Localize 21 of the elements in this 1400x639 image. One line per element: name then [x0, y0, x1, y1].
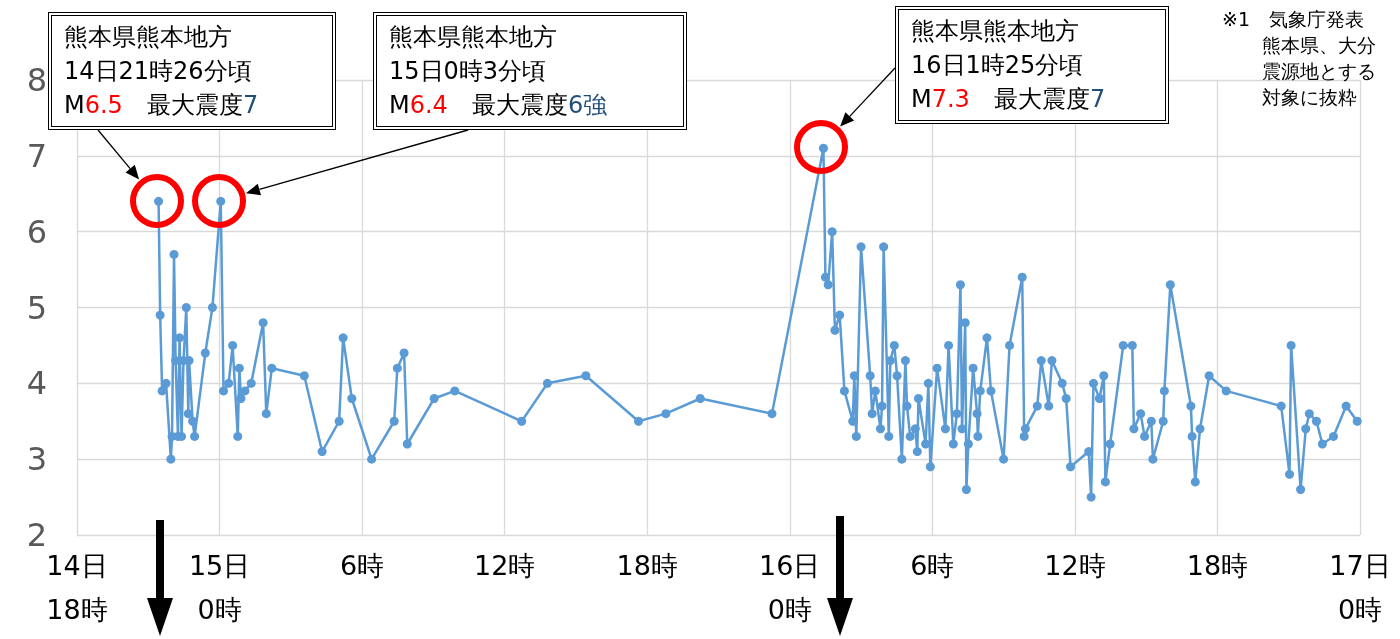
x-tick-label: 17日 0時: [1329, 549, 1391, 625]
y-tick-label: 6: [26, 212, 47, 251]
y-tick-label: 2: [26, 516, 47, 554]
annotation: ※1 気象庁発表熊本県、大分震源地とする対象に抜粋: [1222, 7, 1377, 110]
annotation: 熊本県熊本地方 16日1時25分頃 M7.3 最大震度7: [911, 16, 1107, 115]
x-tick-label: 12時: [1044, 549, 1106, 581]
annotation: 熊本県熊本地方 14日21時26分頃 M6.5 最大震度7: [64, 22, 260, 121]
x-tick-label: 18時: [1186, 549, 1249, 581]
x-tick-label: 6時: [340, 549, 385, 581]
y-tick-label: 7: [26, 136, 47, 175]
x-tick-label: 18時: [616, 549, 678, 581]
y-tick-label: 4: [26, 364, 47, 403]
y-tick-label: 3: [26, 440, 47, 479]
x-tick-label: 15日 0時: [188, 549, 251, 625]
y-tick-label: 5: [26, 288, 47, 327]
y-tick-label: 8: [26, 61, 47, 99]
x-tick-label: 16日 0時: [759, 549, 821, 625]
x-tick-label: 6時: [910, 549, 955, 581]
x-tick-label: 14日 18時: [46, 549, 108, 625]
x-tick-label: 12時: [473, 549, 536, 581]
annotation: 熊本県熊本地方 15日0時3分頃 M6.4 最大震度6強: [389, 22, 609, 121]
